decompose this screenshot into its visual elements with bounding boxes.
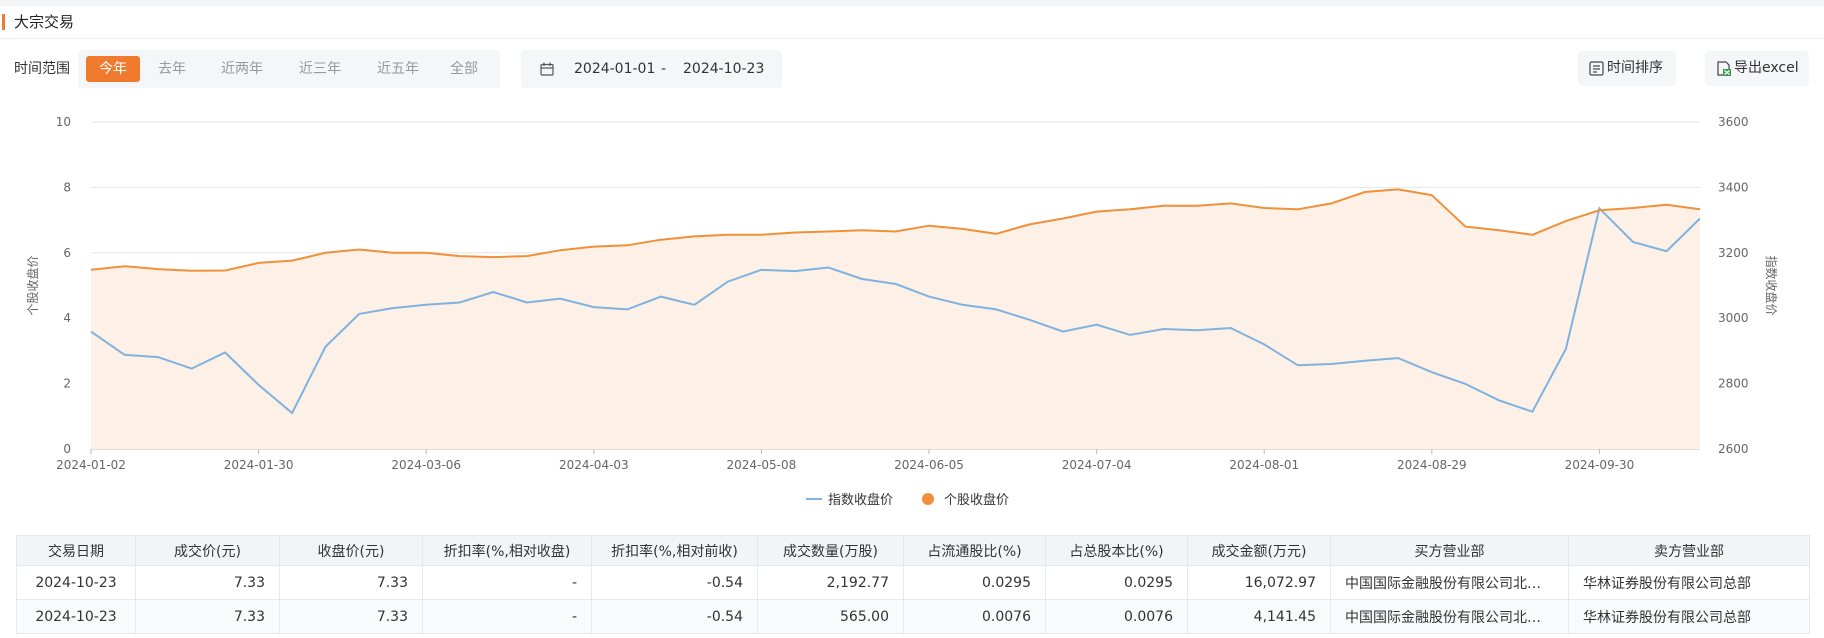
top-strip	[0, 0, 1824, 6]
date-separator: -	[661, 61, 667, 77]
table-cell: 0.0076	[903, 599, 1046, 634]
table-cell: 7.33	[135, 565, 280, 600]
column-header: 折扣率(%,相对前收)	[591, 535, 758, 566]
export-button[interactable]: 导出excel	[1705, 51, 1809, 86]
column-header: 成交数量(万股)	[757, 535, 904, 566]
x-tick-label: 2024-01-02	[56, 458, 126, 472]
x-tick-label: 2024-06-05	[894, 458, 964, 472]
table-cell: 0.0295	[1045, 565, 1188, 600]
x-tick-label: 2024-08-01	[1229, 458, 1299, 472]
date-range[interactable]: 2024-01-01 - 2024-10-23	[521, 50, 782, 88]
table-row: 2024-10-23 7.33 7.33- -0.54 2,192.77 0.0295 0.…	[16, 565, 1810, 600]
y-tick-label: 10	[56, 115, 71, 129]
table-cell: -0.54	[591, 565, 758, 600]
column-header: 买方营业部	[1330, 535, 1569, 566]
table-cell: 0.0076	[1045, 599, 1188, 634]
y2-tick-label: 3000	[1718, 311, 1749, 325]
table-cell: 华林证券股份有限公司总部	[1568, 565, 1810, 600]
y2-axis-title: 指数收盘价	[1764, 255, 1779, 315]
y-tick-label: 0	[63, 442, 71, 456]
column-header: 占流通股比(%)	[903, 535, 1046, 566]
sort-icon	[1589, 61, 1604, 76]
date-start: 2024-01-01	[574, 61, 656, 77]
table-cell: 7.33	[135, 599, 280, 634]
table-row: 2024-10-23 7.33 7.33- -0.54 565.00 0.0076 0.00…	[16, 599, 1810, 634]
y-tick-label: 8	[63, 180, 71, 194]
range-option[interactable]: 去年	[158, 61, 186, 77]
x-tick-label: 2024-05-08	[727, 458, 797, 472]
legend-label: 个股收盘价	[944, 492, 1009, 508]
table-cell: -	[422, 599, 592, 634]
y2-tick-label: 2600	[1718, 442, 1749, 456]
calendar-icon	[540, 62, 554, 76]
range-option[interactable]: 今年	[86, 56, 140, 82]
range-options: 今年 去年 近两年 近三年 近五年 全部	[78, 50, 500, 88]
header-row: 交易日期 成交价(元) 收盘价(元) 折扣率(%,相对收盘) 折扣率(%,相对前收) 成交…	[16, 535, 1810, 566]
y2-tick-label: 3400	[1718, 180, 1749, 194]
column-header: 折扣率(%,相对收盘)	[422, 535, 592, 566]
range-option[interactable]: 近五年	[377, 61, 419, 77]
sort-label: 时间排序	[1607, 60, 1663, 76]
x-tick-label: 2024-07-04	[1062, 458, 1132, 472]
column-header: 卖方营业部	[1568, 535, 1810, 566]
table-cell: 7.33	[279, 599, 423, 634]
table-cell: 中国国际金融股份有限公司北…	[1330, 599, 1569, 634]
y2-tick-label: 3600	[1718, 115, 1749, 129]
excel-icon	[1717, 61, 1731, 76]
column-header: 成交价(元)	[135, 535, 280, 566]
legend-swatch	[922, 493, 934, 505]
x-tick-label: 2024-01-30	[224, 458, 294, 472]
accent-bar	[2, 14, 5, 30]
table-cell: 565.00	[757, 599, 904, 634]
x-tick-label: 2024-08-29	[1397, 458, 1467, 472]
sort-button[interactable]: 时间排序	[1578, 51, 1676, 86]
date-end: 2024-10-23	[683, 61, 765, 77]
line	[90, 206, 1701, 415]
y-tick-label: 4	[63, 311, 71, 325]
table-cell: 0.0295	[903, 565, 1046, 600]
table-cell: -0.54	[591, 599, 758, 634]
table-cell: 2,192.77	[757, 565, 904, 600]
trade-table: 交易日期 成交价(元) 收盘价(元) 折扣率(%,相对收盘) 折扣率(%,相对前收) 成交…	[16, 535, 1810, 634]
column-header: 占总股本比(%)	[1045, 535, 1188, 566]
range-option[interactable]: 全部	[450, 61, 478, 77]
section-title: 大宗交易	[14, 13, 75, 31]
y2-tick-label: 3200	[1718, 246, 1749, 260]
filter-label: 时间范围	[14, 61, 70, 77]
table-cell: 4,141.45	[1187, 599, 1331, 634]
section-header: 大宗交易	[0, 6, 1824, 39]
line	[90, 188, 1701, 272]
column-header: 成交金额(万元)	[1187, 535, 1331, 566]
table-cell: -	[422, 565, 592, 600]
table-cell: 中国国际金融股份有限公司北…	[1330, 565, 1569, 600]
table-cell: 7.33	[279, 565, 423, 600]
export-label: 导出excel	[1734, 60, 1799, 76]
column-header: 收盘价(元)	[279, 535, 423, 566]
table-cell: 华林证券股份有限公司总部	[1568, 599, 1810, 634]
x-tick-label: 2024-03-06	[391, 458, 461, 472]
range-option[interactable]: 近三年	[299, 61, 341, 77]
y-tick-label: 6	[63, 246, 71, 260]
y-tick-label: 2	[63, 377, 71, 391]
table-cell: 2024-10-23	[16, 599, 136, 634]
x-tick-label: 2024-09-30	[1565, 458, 1635, 472]
y-axis-title: 个股收盘价	[25, 255, 40, 315]
table-cell: 16,072.97	[1187, 565, 1331, 600]
range-option[interactable]: 近两年	[221, 61, 263, 77]
legend-label: 指数收盘价	[828, 492, 893, 508]
table-cell: 2024-10-23	[16, 565, 136, 600]
chart: 0 2 4 6 8 10 2600 2800 3000 3200 3400 3600 2024-01-0…	[25, 115, 1779, 508]
y2-tick-label: 2800	[1718, 377, 1749, 391]
area	[91, 189, 1700, 449]
column-header: 交易日期	[16, 535, 136, 566]
x-tick-label: 2024-04-03	[559, 458, 629, 472]
